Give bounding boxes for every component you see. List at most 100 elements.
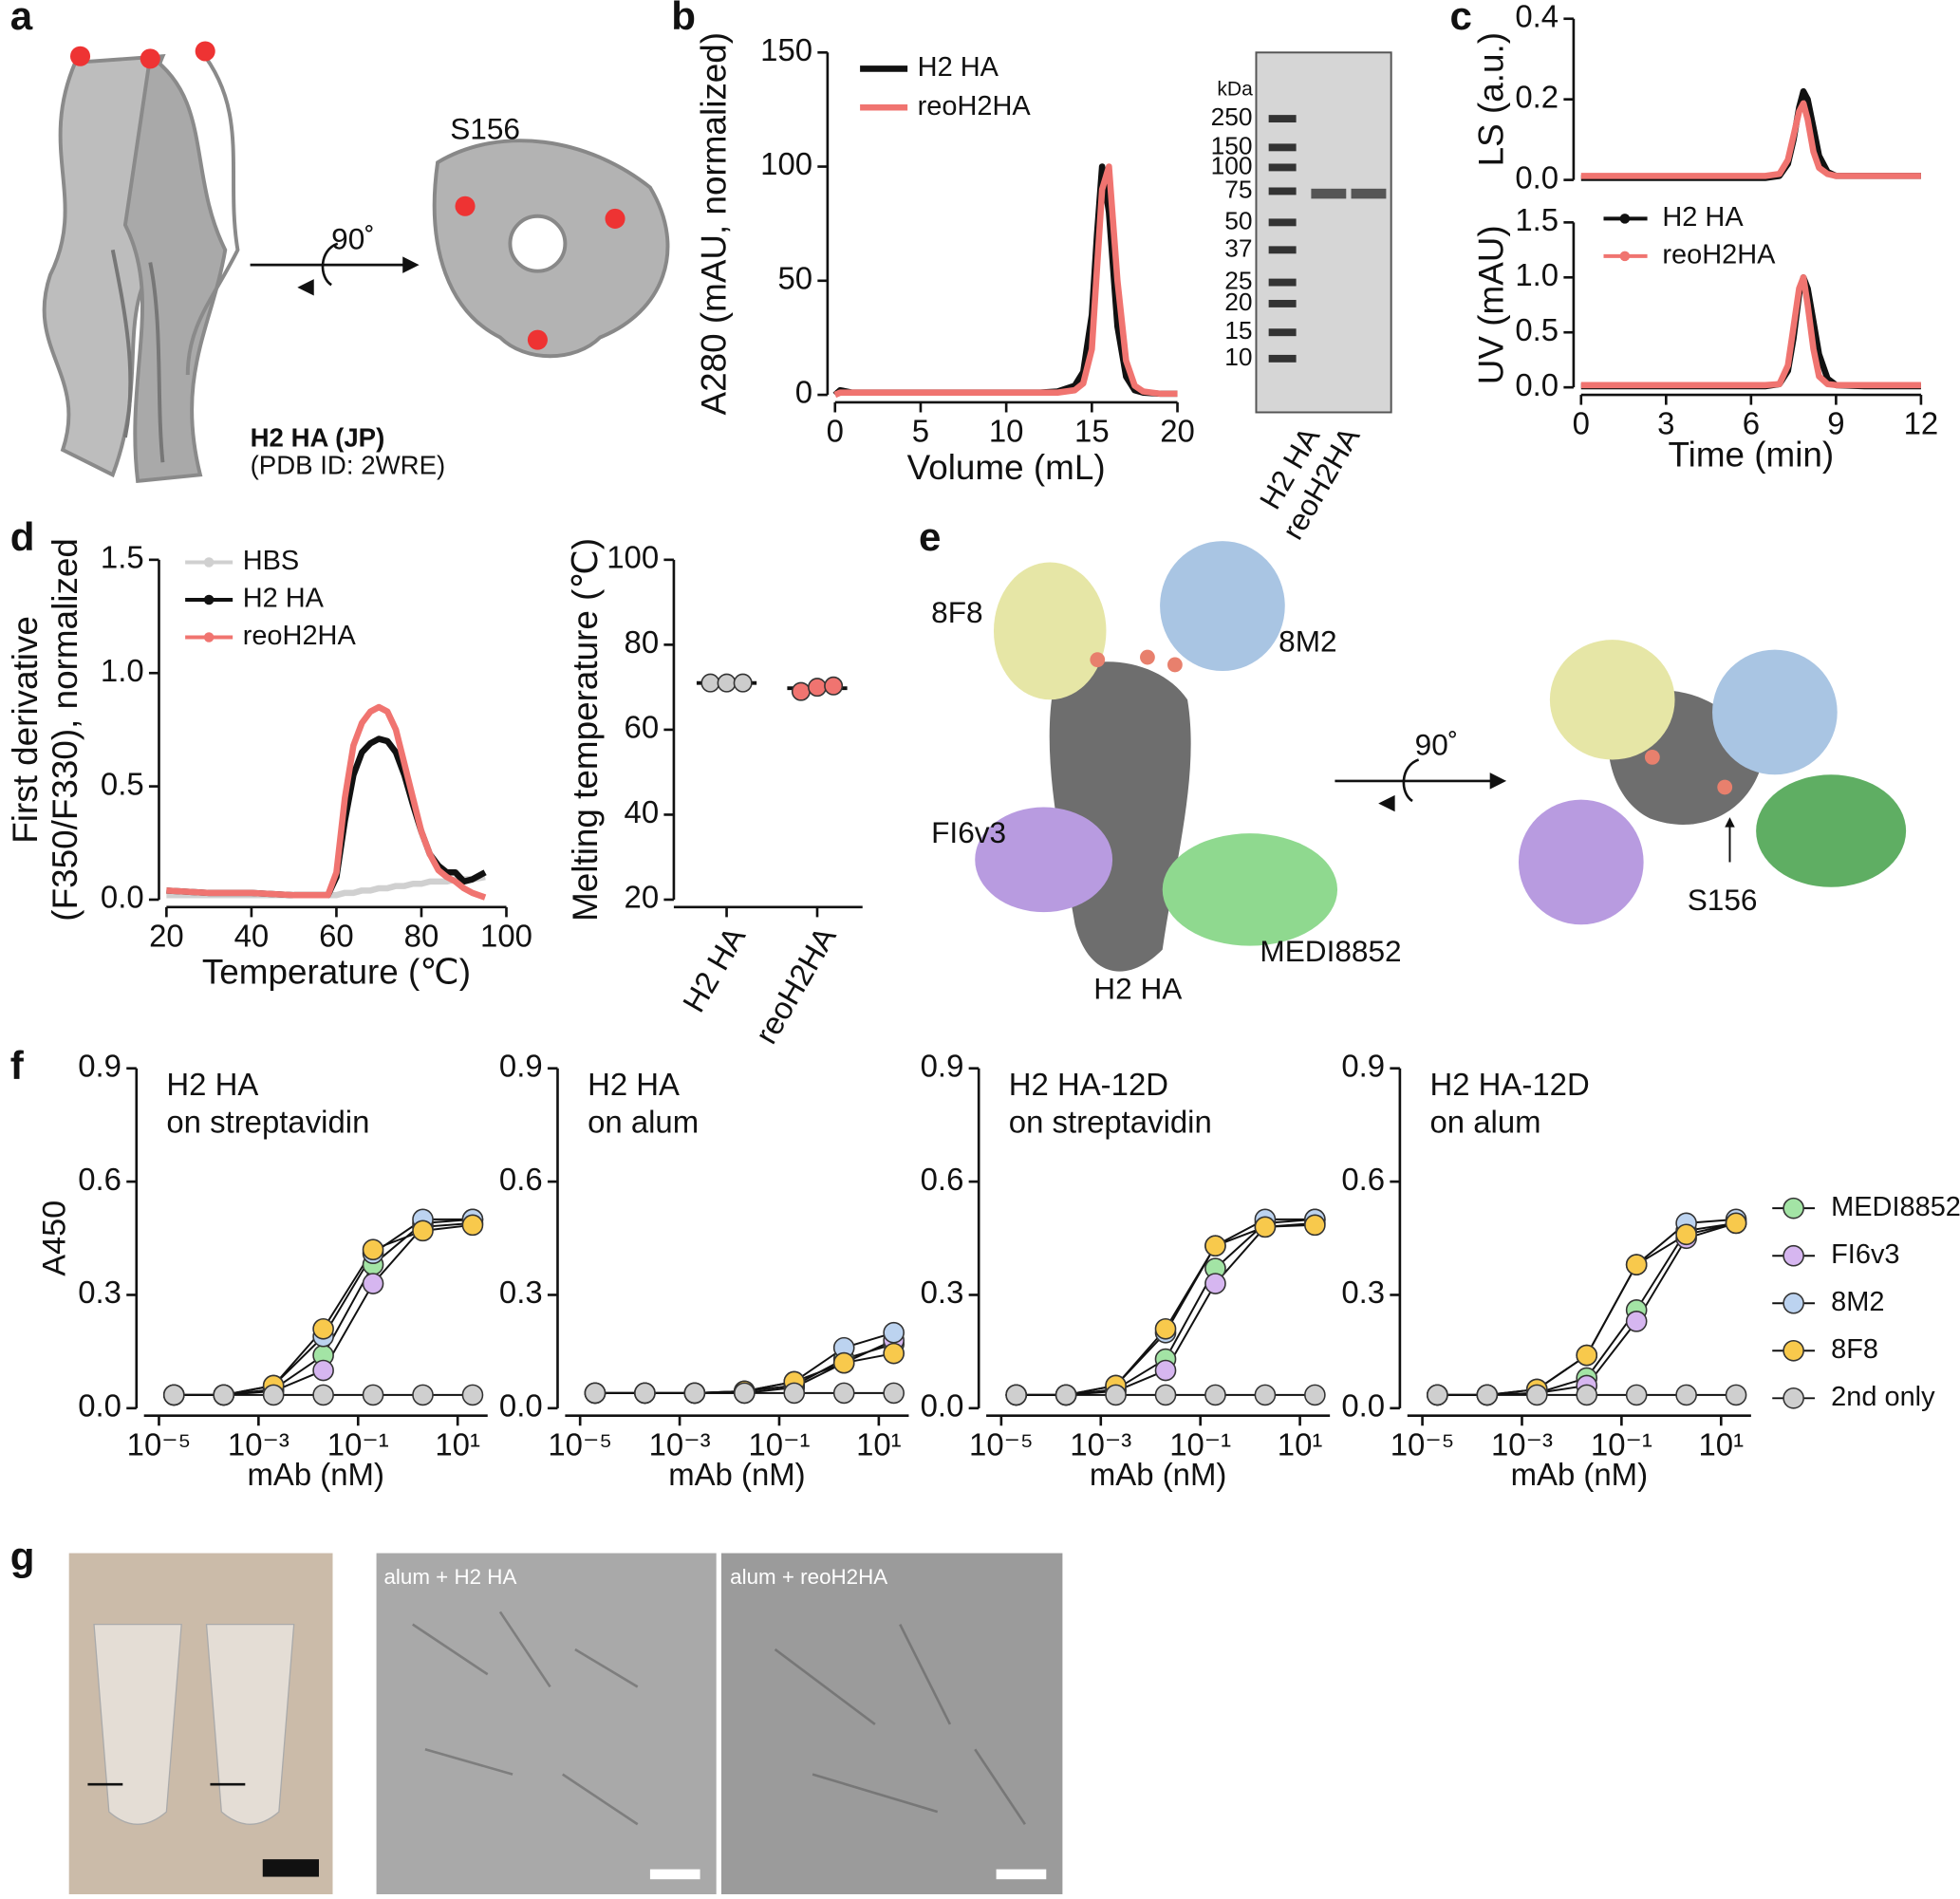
- x-tick-label: 10⁻¹: [1169, 1426, 1231, 1461]
- structure-top-view: [432, 139, 670, 359]
- data-point: [1476, 1384, 1499, 1406]
- x-tick-label: 20: [1160, 414, 1195, 449]
- data-point: [1427, 1384, 1448, 1406]
- data-point: [1154, 1359, 1177, 1382]
- structure-id: (PDB ID: 2WRE): [251, 451, 446, 480]
- x-tick-label: 40: [234, 918, 270, 953]
- y-tick-label: 0.0: [1341, 1388, 1385, 1424]
- ladder-label: 20: [1224, 288, 1252, 316]
- ladder-band: [1268, 354, 1297, 363]
- legend-swatch: [1619, 214, 1631, 224]
- y-tick-label: 0.2: [1515, 79, 1559, 114]
- y-axis-label: (F350/F330), normalized: [46, 538, 84, 922]
- data-point: [1304, 1214, 1326, 1237]
- legend-label: 2nd only: [1831, 1382, 1935, 1412]
- ladder-band: [1268, 218, 1297, 227]
- ladder-label: 25: [1224, 267, 1252, 295]
- legend-swatch: [1783, 1197, 1804, 1219]
- y-axis-label: First derivative: [6, 616, 45, 844]
- x-tick-label: 0: [827, 414, 844, 449]
- x-tick-label: 10⁻⁵: [548, 1426, 612, 1461]
- series-line: [833, 163, 1178, 399]
- ladder-band: [1268, 187, 1297, 195]
- y-tick-label: 100: [760, 146, 812, 181]
- data-point: [312, 1317, 334, 1340]
- data-point: [584, 1382, 607, 1405]
- legend-swatch: [203, 557, 215, 568]
- data-point: [832, 1351, 855, 1374]
- x-axis-label: mAb (nM): [1511, 1457, 1648, 1492]
- panel-label: a: [10, 0, 33, 38]
- data-point: [1105, 1384, 1127, 1406]
- x-tick-label: reoH2HA: [748, 921, 843, 1050]
- rotation-arrow: [250, 242, 420, 296]
- y-tick-label: 100: [607, 540, 659, 575]
- data-point: [1055, 1384, 1077, 1406]
- data-point: [1675, 1223, 1697, 1246]
- y-axis-label: Melting temperature (℃): [566, 538, 605, 922]
- panel-title: on streptavidin: [166, 1105, 369, 1140]
- data-point: [1525, 1384, 1548, 1406]
- y-tick-label: 0.3: [78, 1275, 121, 1310]
- legend-label: FI6v3: [1831, 1239, 1899, 1270]
- x-tick-label: 10⁻¹: [1591, 1426, 1652, 1461]
- data-point: [1204, 1384, 1226, 1406]
- y-tick-label: 1.0: [101, 653, 144, 688]
- data-point: [824, 676, 844, 696]
- x-tick-label: 80: [404, 918, 439, 953]
- x-tick-label: 10⁻³: [228, 1426, 289, 1461]
- legend-label: reoH2HA: [243, 621, 357, 651]
- scale-bar: [996, 1869, 1047, 1880]
- x-tick-label: 10⁻¹: [749, 1426, 811, 1461]
- sample-band: [1351, 188, 1387, 199]
- x-axis-label: Volume (mL): [907, 448, 1106, 487]
- y-tick-label: 0.4: [1515, 0, 1559, 33]
- x-tick-label: 60: [319, 918, 354, 953]
- data-point: [1625, 1384, 1648, 1406]
- site-marker: [195, 41, 215, 62]
- y-tick-label: 0.3: [921, 1275, 964, 1310]
- micrograph: [376, 1553, 717, 1894]
- y-tick-label: 0: [795, 375, 812, 410]
- legend-swatch: [1783, 1244, 1804, 1267]
- data-point: [1725, 1384, 1747, 1406]
- ladder-band: [1268, 143, 1297, 152]
- data-point: [1625, 1310, 1648, 1332]
- structure-name: H2 HA (JP): [251, 423, 385, 453]
- x-tick-label: 10⁻⁵: [127, 1426, 192, 1461]
- data-point: [1625, 1254, 1648, 1275]
- y-tick-label: 0.0: [101, 880, 144, 915]
- legend-swatch: [1783, 1387, 1804, 1409]
- antibody-label: MEDI8852: [1260, 934, 1401, 968]
- x-tick-label: 12: [1904, 406, 1939, 441]
- y-tick-label: 0.5: [1515, 312, 1559, 347]
- legend-label: reoH2HA: [918, 91, 1032, 121]
- y-tick-label: 0.6: [78, 1162, 121, 1197]
- ladder-label: 15: [1224, 316, 1252, 344]
- y-tick-label: 0.0: [1515, 367, 1559, 402]
- ladder-band: [1268, 278, 1297, 287]
- y-tick-label: 60: [625, 710, 660, 745]
- data-point: [733, 673, 753, 693]
- rotation-arrow: [1335, 758, 1507, 812]
- ladder-label: 150: [1211, 131, 1253, 159]
- data-point: [1725, 1212, 1747, 1235]
- y-tick-label: 0.9: [499, 1048, 543, 1083]
- ladder-band: [1268, 163, 1297, 172]
- y-tick-label: 0.9: [1341, 1048, 1385, 1083]
- data-point: [412, 1384, 434, 1406]
- x-tick-label: 10: [989, 414, 1024, 449]
- legend-label: HBS: [243, 546, 300, 576]
- legend-swatch: [203, 632, 215, 642]
- legend-label: 8F8: [1831, 1334, 1878, 1365]
- panel-label: c: [1450, 0, 1472, 38]
- micrograph-texture: [412, 1610, 1026, 1826]
- x-axis-label: mAb (nM): [247, 1457, 383, 1492]
- x-axis-label: mAb (nM): [668, 1457, 805, 1492]
- x-axis-label: Time (min): [1668, 436, 1834, 475]
- y-tick-label: 0.0: [1515, 159, 1559, 195]
- data-point: [883, 1342, 905, 1365]
- y-tick-label: 0.0: [499, 1388, 543, 1424]
- data-point: [1254, 1216, 1277, 1238]
- x-tick-label: 10⁻³: [1491, 1426, 1553, 1461]
